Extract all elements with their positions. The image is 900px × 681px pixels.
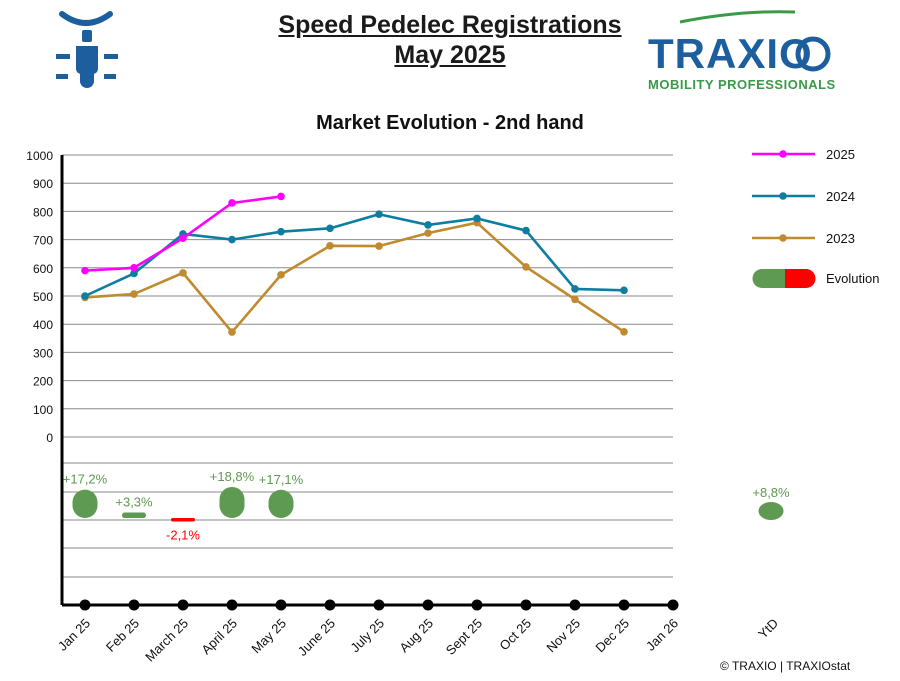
x-axis-dot — [618, 599, 630, 611]
x-tick-label: Feb 25 — [103, 616, 142, 655]
x-tick-label: Sept 25 — [443, 616, 485, 658]
x-tick-label: June 25 — [295, 616, 338, 659]
x-axis-dot — [128, 599, 140, 611]
data-point-2025 — [228, 199, 236, 207]
series-line-2023 — [84, 221, 625, 335]
y-tick-label: 600 — [33, 262, 53, 276]
copyright: © TRAXIO | TRAXIOstat — [720, 659, 851, 673]
data-point-2025 — [277, 192, 285, 201]
chart-title: Market Evolution - 2nd hand — [316, 112, 584, 134]
ytd-label: +8,8% — [752, 485, 790, 500]
y-tick-label: 800 — [33, 205, 53, 219]
legend-evolution-negative — [785, 269, 816, 288]
x-axis-dot — [569, 599, 581, 611]
data-point-2023 — [228, 328, 236, 336]
evolution-label: +3,3% — [115, 495, 153, 510]
data-point-2024 — [81, 292, 89, 300]
data-point-2024 — [130, 269, 138, 278]
x-axis-dot — [422, 599, 434, 611]
evolution-bubble — [219, 486, 245, 518]
title-block: Speed Pedelec Registrations May 2025 — [180, 10, 720, 70]
x-tick-label: Dec 25 — [592, 616, 632, 656]
data-point-2024 — [277, 227, 285, 236]
traxio-logo-text: TRAXIO — [648, 30, 813, 77]
data-point-2024 — [375, 210, 383, 219]
evolution-label: -2,1% — [166, 527, 200, 542]
legend-evolution-positive — [752, 269, 785, 288]
x-axis-dot — [275, 599, 287, 611]
y-tick-label: 500 — [33, 290, 53, 304]
legend-marker-2024 — [779, 192, 787, 200]
legend-label-2024: 2024 — [826, 189, 855, 204]
evolution-bubble — [171, 518, 195, 522]
ytd-tick-label: YtD — [755, 616, 781, 642]
x-tick-label: March 25 — [142, 616, 191, 665]
data-point-2024 — [473, 214, 481, 223]
x-axis-dot — [373, 599, 385, 611]
data-point-2025 — [130, 264, 138, 272]
x-tick-label: Jan 25 — [55, 616, 93, 654]
data-point-2025 — [81, 266, 89, 275]
y-tick-label: 400 — [33, 318, 53, 332]
legend-label-2023: 2023 — [826, 231, 855, 246]
x-tick-label: Nov 25 — [543, 616, 583, 656]
ytd-bubble — [758, 502, 784, 520]
data-point-2024 — [620, 286, 628, 295]
data-point-2024 — [522, 226, 530, 235]
data-point-2023 — [522, 263, 530, 271]
evolution-bubble — [268, 489, 294, 518]
y-tick-label: 100 — [33, 403, 53, 417]
data-point-2024 — [424, 221, 432, 229]
y-tick-label: 0 — [46, 431, 53, 445]
y-tick-label: 700 — [33, 234, 53, 248]
legend-label-evolution: Evolution — [826, 271, 879, 286]
data-point-2023 — [620, 328, 628, 336]
x-axis-dot — [667, 599, 679, 611]
x-axis-dot — [79, 599, 91, 611]
evolution-label: +17,2% — [63, 472, 108, 487]
x-tick-label: Oct 25 — [496, 616, 534, 654]
data-point-2023 — [326, 242, 334, 250]
traxio-logo-subtitle: MOBILITY PROFESSIONALS — [648, 77, 836, 92]
y-tick-label: 200 — [33, 375, 53, 389]
data-point-2024 — [571, 285, 579, 293]
y-tick-label: 300 — [33, 346, 53, 360]
evolution-label: +17,1% — [259, 472, 304, 487]
page-subtitle: May 2025 — [394, 41, 506, 69]
evolution-bubble — [72, 489, 98, 518]
data-point-2023 — [130, 290, 138, 298]
y-tick-label: 1000 — [26, 149, 53, 163]
legend-marker-2023 — [779, 234, 787, 242]
data-point-2023 — [424, 229, 432, 237]
evolution-bubble — [122, 512, 146, 518]
data-point-2023 — [375, 242, 383, 250]
data-point-2023 — [571, 295, 579, 304]
x-axis-dot — [520, 599, 532, 611]
page-title: Speed Pedelec Registrations — [278, 11, 622, 39]
x-axis-dot — [324, 599, 336, 611]
x-tick-label: April 25 — [198, 616, 240, 658]
data-point-2024 — [326, 224, 334, 233]
legend-label-2025: 2025 — [826, 147, 855, 162]
data-point-2023 — [179, 269, 187, 277]
x-tick-label: Aug 25 — [396, 616, 436, 656]
x-tick-label: Jan 26 — [643, 616, 681, 654]
data-point-2025 — [179, 234, 187, 242]
data-point-2023 — [277, 271, 285, 279]
data-point-2024 — [228, 235, 236, 244]
legend-marker-2025 — [779, 150, 787, 158]
evolution-label: +18,8% — [210, 469, 255, 484]
x-axis-dot — [226, 599, 238, 611]
x-axis-dot — [177, 599, 189, 611]
y-tick-label: 900 — [33, 177, 53, 191]
series-line-2024 — [84, 212, 625, 298]
x-axis-dot — [471, 599, 483, 611]
x-tick-label: May 25 — [248, 616, 289, 657]
x-tick-label: July 25 — [347, 616, 387, 656]
